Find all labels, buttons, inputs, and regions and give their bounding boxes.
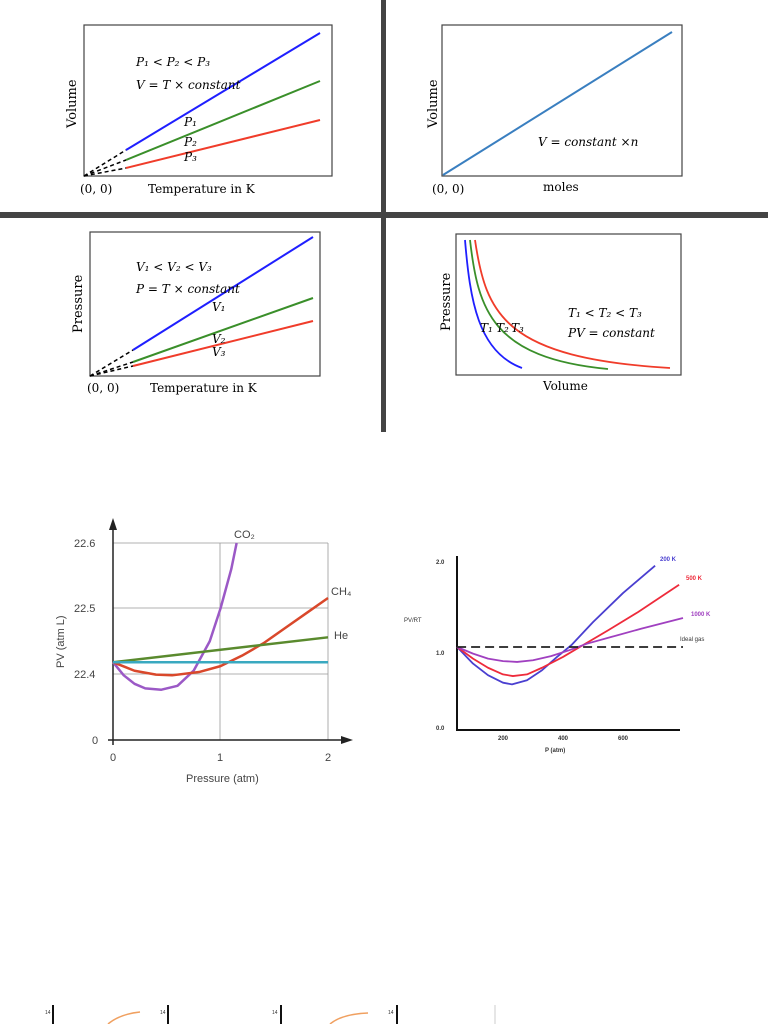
chart-pressure-vs-temperature: Pressure (0, 0) Temperature in K V₁ < V₂… [71,231,321,395]
series-line-0 [456,564,656,686]
x-tick-label: 600 [618,736,629,742]
y-tick-label: 22.5 [74,603,95,615]
series-label: P₃ [183,150,197,164]
curve-fragment [329,1012,369,1024]
annotation: T₁ < T₂ < T₃ [568,306,642,320]
series-line-v1 [132,236,314,351]
plot-frame [83,24,333,177]
extrapolation-dash [83,159,127,177]
annotation: V = constant ×n [538,135,638,149]
origin-label: (0, 0) [87,381,119,395]
isotherm-t1 [464,239,523,369]
series-line-1 [112,596,329,677]
y-axis-label: Pressure [71,274,86,333]
x-axis-label: moles [543,180,579,194]
extrapolation-dash [89,361,134,377]
y-axis-label: Volume [426,79,441,129]
axis-bar [52,1005,54,1024]
tick-label: 14 [388,1010,394,1016]
axis-bar [167,1005,169,1024]
annotation: P₁ < P₂ < P₃ [135,55,210,69]
annotation: V = T × constant [136,78,241,92]
curve-fragment [107,1011,141,1024]
x-axis-label: Pressure (atm) [186,773,259,785]
x-tick-label: 2 [325,752,331,764]
axis-bar [280,1005,282,1024]
series-line-v2 [132,297,314,363]
series-label: T₁ [480,321,493,335]
x-axis-label: Temperature in K [148,182,256,196]
y-axis-label: PV/RT [404,618,422,624]
x-tick-label: 0 [110,752,116,764]
origin-label: (0, 0) [80,182,112,196]
series-line-0 [112,542,238,691]
series-line-p1 [125,32,321,151]
chart-pressure-vs-volume: Pressure Volume T₁ T₂ T₃ T₁ < T₂ < T₃ PV… [439,233,682,393]
extrapolation-dash [89,349,134,377]
tick-label: 14 [160,1010,166,1016]
series-label: V₂ [212,332,226,346]
axis-bar [396,1005,398,1024]
x-axis-label: Temperature in K [150,381,258,395]
x-tick-label: 400 [558,736,569,742]
y-axis-arrow [109,518,117,530]
series-label: P₂ [183,135,197,149]
series-line-p2 [125,80,321,161]
tick-label: 14 [45,1010,51,1016]
series-label: V₁ [212,300,225,314]
series-label: CO₂ [234,529,255,541]
x-tick-label: 1 [217,752,223,764]
series-label: 1000 K [691,612,711,618]
series-label: 200 K [660,557,677,563]
extrapolation-dash [89,365,134,377]
series-line-1 [456,584,680,677]
series-label: T₂ [496,321,509,335]
y-axis-label: PV (atm L) [55,615,67,668]
series-label: He [334,630,348,642]
chart-volume-vs-temperature: Volume (0, 0) Temperature in K P₁ < P₂ <… [65,24,333,196]
x-axis-label: P (atm) [545,748,565,754]
x-axis-arrow [341,736,353,744]
extrapolation-dash [83,167,127,177]
series-line-2 [456,617,684,663]
annotation: PV = constant [567,326,655,340]
chart-volume-vs-moles: Volume (0, 0) moles V = constant ×n [426,24,683,196]
y-tick-label: 1.0 [436,651,445,657]
series-line [442,31,673,176]
plot-frame [441,24,683,177]
series-label: T₃ [511,321,524,335]
x-axis-label: Volume [542,379,588,393]
series-label: P₁ [183,115,197,129]
y-tick-label: 22.6 [74,538,95,550]
plot-frame [455,233,682,376]
y-axis-label: Pressure [439,272,454,331]
series-label: 500 K [686,576,703,582]
bottom-strip: 14 14 14 14 [45,1005,496,1024]
x-tick-label: 200 [498,736,509,742]
series-line-2 [112,636,329,664]
annotation: P = T × constant [135,282,240,296]
y-tick-label: 2.0 [436,560,445,566]
isotherm-t3 [474,239,671,369]
series-label: CH₄ [331,586,352,598]
y-tick-label: 0.0 [436,726,445,732]
annotation: V₁ < V₂ < V₃ [136,260,212,274]
chart-pv-vs-pressure: 22.6 22.5 22.4 0 0 1 2 Pressure (atm) PV… [55,518,353,785]
tick-label: 14 [272,1010,278,1016]
plot-frame [89,231,321,377]
origin-label: (0, 0) [432,182,464,196]
y-tick-label: 22.4 [74,669,95,681]
horizontal-divider [0,212,768,218]
y-axis-label: Volume [65,79,80,129]
series-line-v3 [132,320,314,367]
series-label: V₃ [212,345,226,359]
extrapolation-dash [83,149,127,177]
isotherm-t2 [469,239,609,370]
y-tick-label: 0 [92,735,98,747]
series-label: Ideal gas [680,637,704,643]
series-line-p3 [125,119,321,169]
chart-compressibility: 2.0 1.0 0.0 200 400 600 P (atm) PV/RT 20… [404,556,711,754]
